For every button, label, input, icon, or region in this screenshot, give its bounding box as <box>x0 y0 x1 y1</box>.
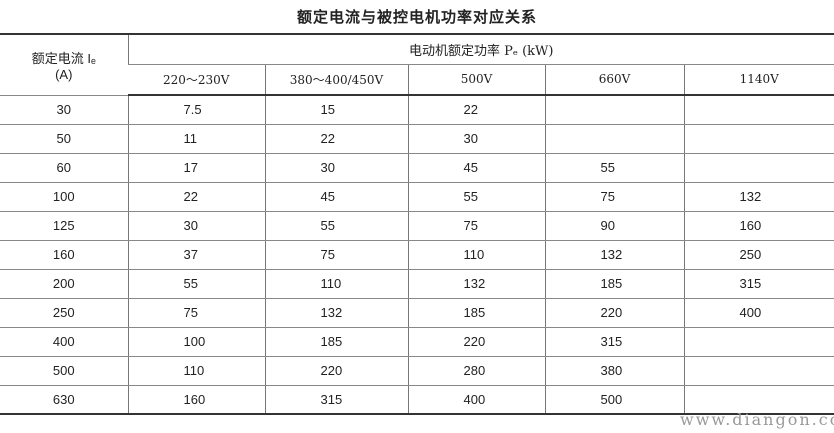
rated-current-cell: 200 <box>0 269 128 299</box>
power-cell <box>683 124 834 154</box>
power-cell: 15 <box>264 95 408 125</box>
rated-current-cell: 250 <box>0 298 128 328</box>
power-cell: 110 <box>407 240 545 270</box>
power-cell: 75 <box>264 240 408 270</box>
voltage-header: 660V <box>544 64 684 96</box>
current-label: 额定电流 Iₑ <box>31 50 96 66</box>
power-cell: 380 <box>544 356 684 386</box>
power-cell <box>683 356 834 386</box>
power-cell: 75 <box>407 211 545 241</box>
power-cell: 250 <box>683 240 834 270</box>
rated-current-cell: 400 <box>0 327 128 357</box>
power-cell: 55 <box>544 153 684 183</box>
voltage-header: 380～400/450V <box>264 64 408 96</box>
table-row: 400 100 185 220 315 <box>0 327 834 357</box>
power-cell: 500 <box>544 385 684 415</box>
power-cell: 17 <box>127 153 265 183</box>
power-cell: 75 <box>127 298 265 328</box>
power-cell: 185 <box>264 327 408 357</box>
watermark: www.diangon.com <box>680 410 834 429</box>
rated-current-cell: 60 <box>0 153 128 183</box>
table-title: 额定电流与被控电机功率对应关系 <box>296 8 537 26</box>
power-cell: 315 <box>264 385 408 415</box>
power-cell <box>544 95 684 125</box>
power-cell: 220 <box>544 298 684 328</box>
power-cell <box>683 327 834 357</box>
power-cell: 110 <box>264 269 408 299</box>
voltage-header: 220～230V <box>128 64 265 96</box>
power-cell: 185 <box>544 269 684 299</box>
voltage-header: 500V <box>407 64 545 96</box>
table-row: 250 75 132 185 220 400 <box>0 298 834 328</box>
voltage-header: 1140V <box>683 64 834 96</box>
power-cell: 30 <box>264 153 408 183</box>
power-cell: 45 <box>407 153 545 183</box>
table-row: 630 160 315 400 500 <box>0 385 834 415</box>
power-cell: 11 <box>127 124 265 154</box>
power-cell: 45 <box>264 182 408 212</box>
table-row: 500 110 220 280 380 <box>0 356 834 386</box>
power-cell: 7.5 <box>127 95 265 125</box>
power-cell: 30 <box>407 124 545 154</box>
power-cell: 22 <box>407 95 545 125</box>
rated-current-header: 额定电流 Iₑ (A) <box>0 33 128 96</box>
power-cell: 100 <box>127 327 265 357</box>
table-row: 200 55 110 132 185 315 <box>0 269 834 299</box>
table-row: 60 17 30 45 55 <box>0 153 834 183</box>
power-cell <box>544 124 684 154</box>
table-row: 50 11 22 30 <box>0 124 834 154</box>
motor-power-header: 电动机额定功率 Pₑ (kW) <box>127 33 834 65</box>
power-cell: 160 <box>127 385 265 415</box>
rated-current-cell: 50 <box>0 124 128 154</box>
power-cell <box>683 385 834 415</box>
rated-current-cell: 630 <box>0 385 128 415</box>
power-cell: 160 <box>683 211 834 241</box>
power-cell: 400 <box>683 298 834 328</box>
power-cell <box>683 153 834 183</box>
power-cell: 110 <box>127 356 265 386</box>
power-cell: 220 <box>264 356 408 386</box>
power-cell <box>683 95 834 125</box>
power-cell: 132 <box>407 269 545 299</box>
table-row: 100 22 45 55 75 132 <box>0 182 834 212</box>
power-cell: 132 <box>544 240 684 270</box>
power-cell: 30 <box>127 211 265 241</box>
table-row: 125 30 55 75 90 160 <box>0 211 834 241</box>
power-cell: 55 <box>264 211 408 241</box>
power-cell: 22 <box>127 182 265 212</box>
power-cell: 22 <box>264 124 408 154</box>
power-cell: 90 <box>544 211 684 241</box>
table-row: 30 7.5 15 22 <box>0 95 834 125</box>
power-cell: 132 <box>683 182 834 212</box>
power-cell: 55 <box>127 269 265 299</box>
power-cell: 280 <box>407 356 545 386</box>
power-cell: 220 <box>407 327 545 357</box>
power-cell: 400 <box>407 385 545 415</box>
power-cell: 315 <box>544 327 684 357</box>
power-cell: 75 <box>544 182 684 212</box>
current-unit: (A) <box>55 66 73 82</box>
power-cell: 55 <box>407 182 545 212</box>
rated-current-cell: 100 <box>0 182 128 212</box>
rated-current-cell: 500 <box>0 356 128 386</box>
table-row: 160 37 75 110 132 250 <box>0 240 834 270</box>
power-cell: 185 <box>407 298 545 328</box>
rated-current-cell: 125 <box>0 211 128 241</box>
power-cell: 132 <box>264 298 408 328</box>
power-cell: 37 <box>127 240 265 270</box>
current-power-table: 额定电流 Iₑ (A) 电动机额定功率 Pₑ (kW) 220～230V 380～4… <box>0 33 834 415</box>
rated-current-cell: 160 <box>0 240 128 270</box>
power-cell: 315 <box>683 269 834 299</box>
rated-current-cell: 30 <box>0 95 128 125</box>
